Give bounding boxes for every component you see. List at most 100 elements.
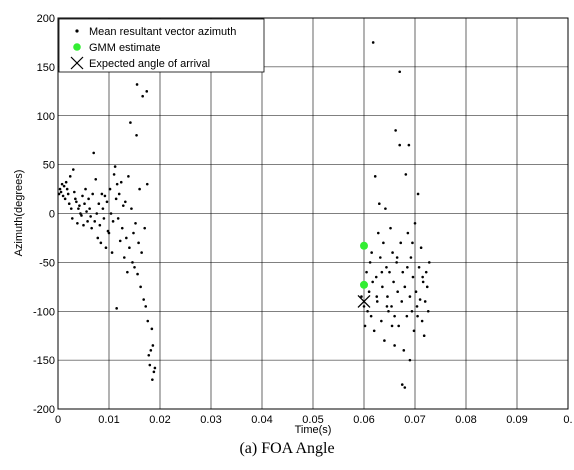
azimuth-point bbox=[77, 207, 80, 210]
y-tick-label: -200 bbox=[33, 404, 55, 416]
azimuth-point bbox=[106, 229, 110, 233]
azimuth-point bbox=[386, 295, 389, 298]
azimuth-point bbox=[141, 94, 144, 98]
x-tick-label: 0.08 bbox=[455, 414, 476, 426]
gmm-estimate-point bbox=[360, 280, 368, 289]
azimuth-point bbox=[100, 192, 104, 196]
azimuth-point bbox=[416, 192, 420, 196]
x-tick-label: 0.02 bbox=[149, 414, 170, 426]
azimuth-point bbox=[132, 231, 135, 235]
y-tick-label: -50 bbox=[39, 257, 55, 269]
azimuth-point bbox=[421, 275, 424, 279]
gmm-estimate-point bbox=[360, 241, 368, 250]
azimuth-point bbox=[391, 251, 394, 254]
azimuth-point bbox=[370, 251, 373, 254]
figure-caption: (a) FOA Angle bbox=[239, 440, 335, 457]
azimuth-point bbox=[69, 207, 73, 210]
expected-angle-marker bbox=[357, 295, 371, 308]
azimuth-point bbox=[138, 187, 141, 191]
azimuth-point bbox=[400, 300, 404, 303]
azimuth-point bbox=[64, 180, 68, 184]
azimuth-point bbox=[382, 241, 385, 245]
azimuth-point bbox=[60, 182, 64, 186]
azimuth-point bbox=[390, 324, 394, 328]
azimuth-point bbox=[395, 256, 399, 259]
azimuth-point bbox=[115, 182, 119, 186]
azimuth-point bbox=[61, 194, 65, 198]
azimuth-point bbox=[392, 280, 395, 284]
azimuth-point bbox=[405, 314, 409, 318]
azimuth-point bbox=[387, 309, 390, 313]
legend-label-gmm: GMM estimate bbox=[89, 42, 161, 54]
azimuth-point bbox=[408, 295, 412, 298]
data-points bbox=[57, 41, 431, 389]
azimuth-point bbox=[89, 215, 92, 218]
azimuth-point bbox=[86, 220, 89, 223]
azimuth-point bbox=[371, 41, 375, 44]
azimuth-point bbox=[151, 378, 154, 381]
foa-angle-chart: 0 0.01 0.02 0.03 0.04 0.05 0.06 0.07 0.08 0.09 0. -… bbox=[13, 13, 573, 436]
azimuth-point bbox=[108, 187, 112, 191]
azimuth-point bbox=[403, 285, 407, 289]
azimuth-point bbox=[62, 184, 66, 188]
azimuth-point bbox=[411, 241, 414, 245]
azimuth-point bbox=[87, 197, 90, 201]
azimuth-point bbox=[68, 175, 72, 178]
x-axis-label: Time(s) bbox=[295, 424, 332, 436]
x-tick-label: 0. bbox=[563, 414, 572, 426]
azimuth-point bbox=[65, 187, 69, 191]
azimuth-point bbox=[145, 182, 149, 186]
y-tick-label: 50 bbox=[43, 160, 55, 172]
azimuth-point bbox=[101, 207, 105, 210]
x-tick-label: 0.01 bbox=[98, 414, 119, 426]
azimuth-point bbox=[91, 192, 94, 196]
azimuth-point bbox=[411, 275, 415, 279]
azimuth-point bbox=[136, 272, 139, 276]
azimuth-point bbox=[420, 319, 424, 323]
azimuth-point bbox=[98, 223, 102, 227]
azimuth-point bbox=[140, 251, 143, 254]
azimuth-point bbox=[376, 231, 380, 235]
azimuth-point bbox=[144, 305, 148, 308]
azimuth-point bbox=[147, 353, 151, 357]
azimuth-point bbox=[404, 173, 408, 176]
azimuth-point bbox=[406, 265, 409, 269]
azimuth-point bbox=[401, 270, 405, 274]
azimuth-point bbox=[79, 212, 82, 215]
azimuth-point bbox=[139, 285, 142, 289]
y-tick-label: -150 bbox=[33, 355, 55, 367]
azimuth-point bbox=[424, 270, 428, 274]
azimuth-point bbox=[367, 290, 371, 294]
azimuth-point bbox=[137, 241, 140, 245]
tick-labels: 0 0.01 0.02 0.03 0.04 0.05 0.06 0.07 0.08 0.09 0. -… bbox=[33, 13, 573, 426]
legend-box bbox=[58, 18, 265, 73]
azimuth-point bbox=[395, 261, 398, 264]
azimuth-point bbox=[384, 207, 387, 210]
azimuth-point bbox=[131, 261, 134, 264]
azimuth-point bbox=[85, 210, 88, 213]
azimuth-point bbox=[99, 241, 103, 245]
x-tick-label: 0.09 bbox=[506, 414, 527, 426]
azimuth-point bbox=[152, 370, 156, 374]
azimuth-point bbox=[124, 200, 127, 204]
y-tick-label: 100 bbox=[37, 111, 55, 123]
azimuth-point bbox=[109, 212, 113, 215]
x-tick-label: 0.05 bbox=[302, 414, 323, 426]
azimuth-point bbox=[84, 187, 87, 191]
azimuth-point bbox=[363, 324, 367, 328]
azimuth-point bbox=[128, 246, 131, 250]
azimuth-point bbox=[115, 307, 118, 310]
azimuth-point bbox=[93, 220, 97, 223]
azimuth-point bbox=[135, 134, 138, 137]
x-tick-label: 0 bbox=[55, 414, 61, 426]
y-tick-label: 150 bbox=[37, 62, 55, 74]
azimuth-point bbox=[427, 261, 431, 264]
azimuth-point bbox=[362, 305, 366, 308]
azimuth-point bbox=[407, 143, 411, 147]
azimuth-point bbox=[414, 290, 418, 294]
azimuth-point bbox=[371, 280, 374, 284]
azimuth-point bbox=[135, 83, 139, 86]
azimuth-point bbox=[142, 298, 145, 301]
x-tick-label: 0.04 bbox=[251, 414, 272, 426]
azimuth-point bbox=[398, 70, 402, 74]
